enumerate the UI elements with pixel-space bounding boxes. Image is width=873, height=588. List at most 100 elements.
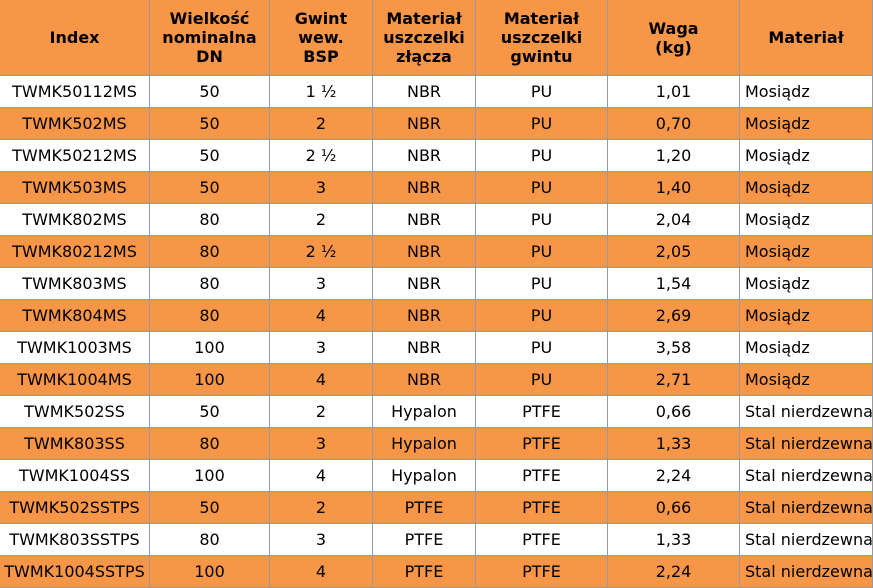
header-cell: Waga (kg) bbox=[608, 0, 740, 76]
cell-text: TWMK1004SS bbox=[19, 466, 130, 485]
table-cell: NBR bbox=[373, 172, 476, 204]
cell-text: PTFE bbox=[522, 466, 561, 485]
cell-text: 2,69 bbox=[655, 306, 692, 325]
cell-text: Mosiądz bbox=[745, 178, 810, 197]
table-cell: 4 bbox=[270, 556, 373, 588]
cell-text: 50 bbox=[199, 178, 220, 197]
cell-text: 0,66 bbox=[655, 402, 692, 421]
cell-text: Hypalon bbox=[391, 466, 457, 485]
cell-text: 50 bbox=[199, 402, 220, 421]
cell-text: 0,70 bbox=[655, 114, 692, 133]
table-cell: 100 bbox=[150, 332, 270, 364]
table-cell: 2 bbox=[270, 396, 373, 428]
table-cell: 50 bbox=[150, 76, 270, 108]
cell-text: 3 bbox=[315, 338, 327, 357]
header-cell: Materiał uszczelki złącza bbox=[373, 0, 476, 76]
table-cell: 2,04 bbox=[608, 204, 740, 236]
cell-text: TWMK50212MS bbox=[12, 146, 137, 165]
header-text: uszczelki bbox=[383, 28, 465, 47]
table-cell: Stal nierdzewna bbox=[740, 524, 873, 556]
table-cell: TWMK50112MS bbox=[0, 76, 150, 108]
table-cell: PTFE bbox=[476, 460, 608, 492]
header-text: uszczelki bbox=[500, 28, 583, 47]
table-cell: Mosiądz bbox=[740, 172, 873, 204]
header-text: nominalna bbox=[162, 28, 257, 47]
table-cell: 1,20 bbox=[608, 140, 740, 172]
cell-text: TWMK1004SSTPS bbox=[4, 562, 145, 581]
table-cell: 3,58 bbox=[608, 332, 740, 364]
cell-text: Mosiądz bbox=[745, 338, 810, 357]
table-cell: PTFE bbox=[476, 428, 608, 460]
cell-text: PU bbox=[530, 306, 553, 325]
cell-text: 2 bbox=[315, 114, 327, 133]
cell-text: 1,01 bbox=[655, 82, 692, 101]
cell-text: TWMK503MS bbox=[22, 178, 127, 197]
table-cell: NBR bbox=[373, 140, 476, 172]
header-text: Waga bbox=[648, 18, 699, 38]
cell-text: Stal nierdzewna bbox=[745, 498, 873, 517]
table-cell: 3 bbox=[270, 524, 373, 556]
cell-text: 2,24 bbox=[655, 562, 692, 581]
table-cell: 0,66 bbox=[608, 396, 740, 428]
table-cell: 50 bbox=[150, 172, 270, 204]
table-cell: NBR bbox=[373, 204, 476, 236]
header-cell: Materiał uszczelki gwintu bbox=[476, 0, 608, 76]
cell-text: Stal nierdzewna bbox=[745, 402, 873, 421]
cell-text: NBR bbox=[406, 370, 442, 389]
header-text: Materiał bbox=[386, 9, 462, 28]
table-cell: TWMK1003MS bbox=[0, 332, 150, 364]
cell-text: NBR bbox=[406, 210, 442, 229]
cell-text: Mosiądz bbox=[745, 242, 810, 261]
cell-text: 100 bbox=[194, 338, 225, 357]
cell-text: 2 bbox=[315, 498, 327, 517]
table-cell: PU bbox=[476, 204, 608, 236]
cell-text: NBR bbox=[406, 82, 442, 101]
table-cell: PTFE bbox=[476, 524, 608, 556]
table-cell: 2 ½ bbox=[270, 236, 373, 268]
table-cell: PU bbox=[476, 140, 608, 172]
cell-text: 4 bbox=[315, 306, 327, 325]
cell-text: TWMK80212MS bbox=[12, 242, 137, 261]
cell-text: TWMK803MS bbox=[22, 274, 127, 293]
cell-text: 80 bbox=[199, 242, 220, 261]
cell-text: 50 bbox=[199, 114, 220, 133]
header-text: gwintu bbox=[510, 47, 573, 66]
cell-text: PTFE bbox=[522, 562, 561, 581]
cell-text: 2 bbox=[315, 210, 327, 229]
table-cell: 4 bbox=[270, 460, 373, 492]
cell-text: TWMK803SSTPS bbox=[9, 530, 140, 549]
cell-text: 2 bbox=[315, 402, 327, 421]
header-cell: Gwint wew. BSP bbox=[270, 0, 373, 76]
cell-text: 3,58 bbox=[655, 338, 692, 357]
cell-text: PU bbox=[530, 338, 553, 357]
table-cell: Mosiądz bbox=[740, 236, 873, 268]
cell-text: NBR bbox=[406, 306, 442, 325]
cell-text: PU bbox=[530, 242, 553, 261]
table-cell: 1,54 bbox=[608, 268, 740, 300]
table-cell: Stal nierdzewna bbox=[740, 556, 873, 588]
table-cell: 3 bbox=[270, 332, 373, 364]
table-cell: PU bbox=[476, 332, 608, 364]
table-cell: 2,24 bbox=[608, 460, 740, 492]
table-cell: Mosiądz bbox=[740, 140, 873, 172]
cell-text: TWMK502SSTPS bbox=[9, 498, 140, 517]
table-cell: 2 bbox=[270, 204, 373, 236]
cell-text: 2,04 bbox=[655, 210, 692, 229]
table-cell: Hypalon bbox=[373, 428, 476, 460]
cell-text: PTFE bbox=[404, 562, 444, 581]
table-cell: TWMK802MS bbox=[0, 204, 150, 236]
table-cell: PU bbox=[476, 268, 608, 300]
table-cell: 80 bbox=[150, 300, 270, 332]
cell-text: 3 bbox=[315, 434, 327, 453]
cell-text: 3 bbox=[315, 274, 327, 293]
table-cell: PTFE bbox=[476, 492, 608, 524]
cell-text: Mosiądz bbox=[745, 114, 810, 133]
table-cell: NBR bbox=[373, 364, 476, 396]
header-text: BSP bbox=[303, 47, 339, 66]
table-cell: Mosiądz bbox=[740, 268, 873, 300]
table-cell: 2 bbox=[270, 108, 373, 140]
table-cell: 3 bbox=[270, 172, 373, 204]
cell-text: NBR bbox=[406, 146, 442, 165]
cell-text: Hypalon bbox=[391, 434, 457, 453]
cell-text: TWMK804MS bbox=[22, 306, 127, 325]
